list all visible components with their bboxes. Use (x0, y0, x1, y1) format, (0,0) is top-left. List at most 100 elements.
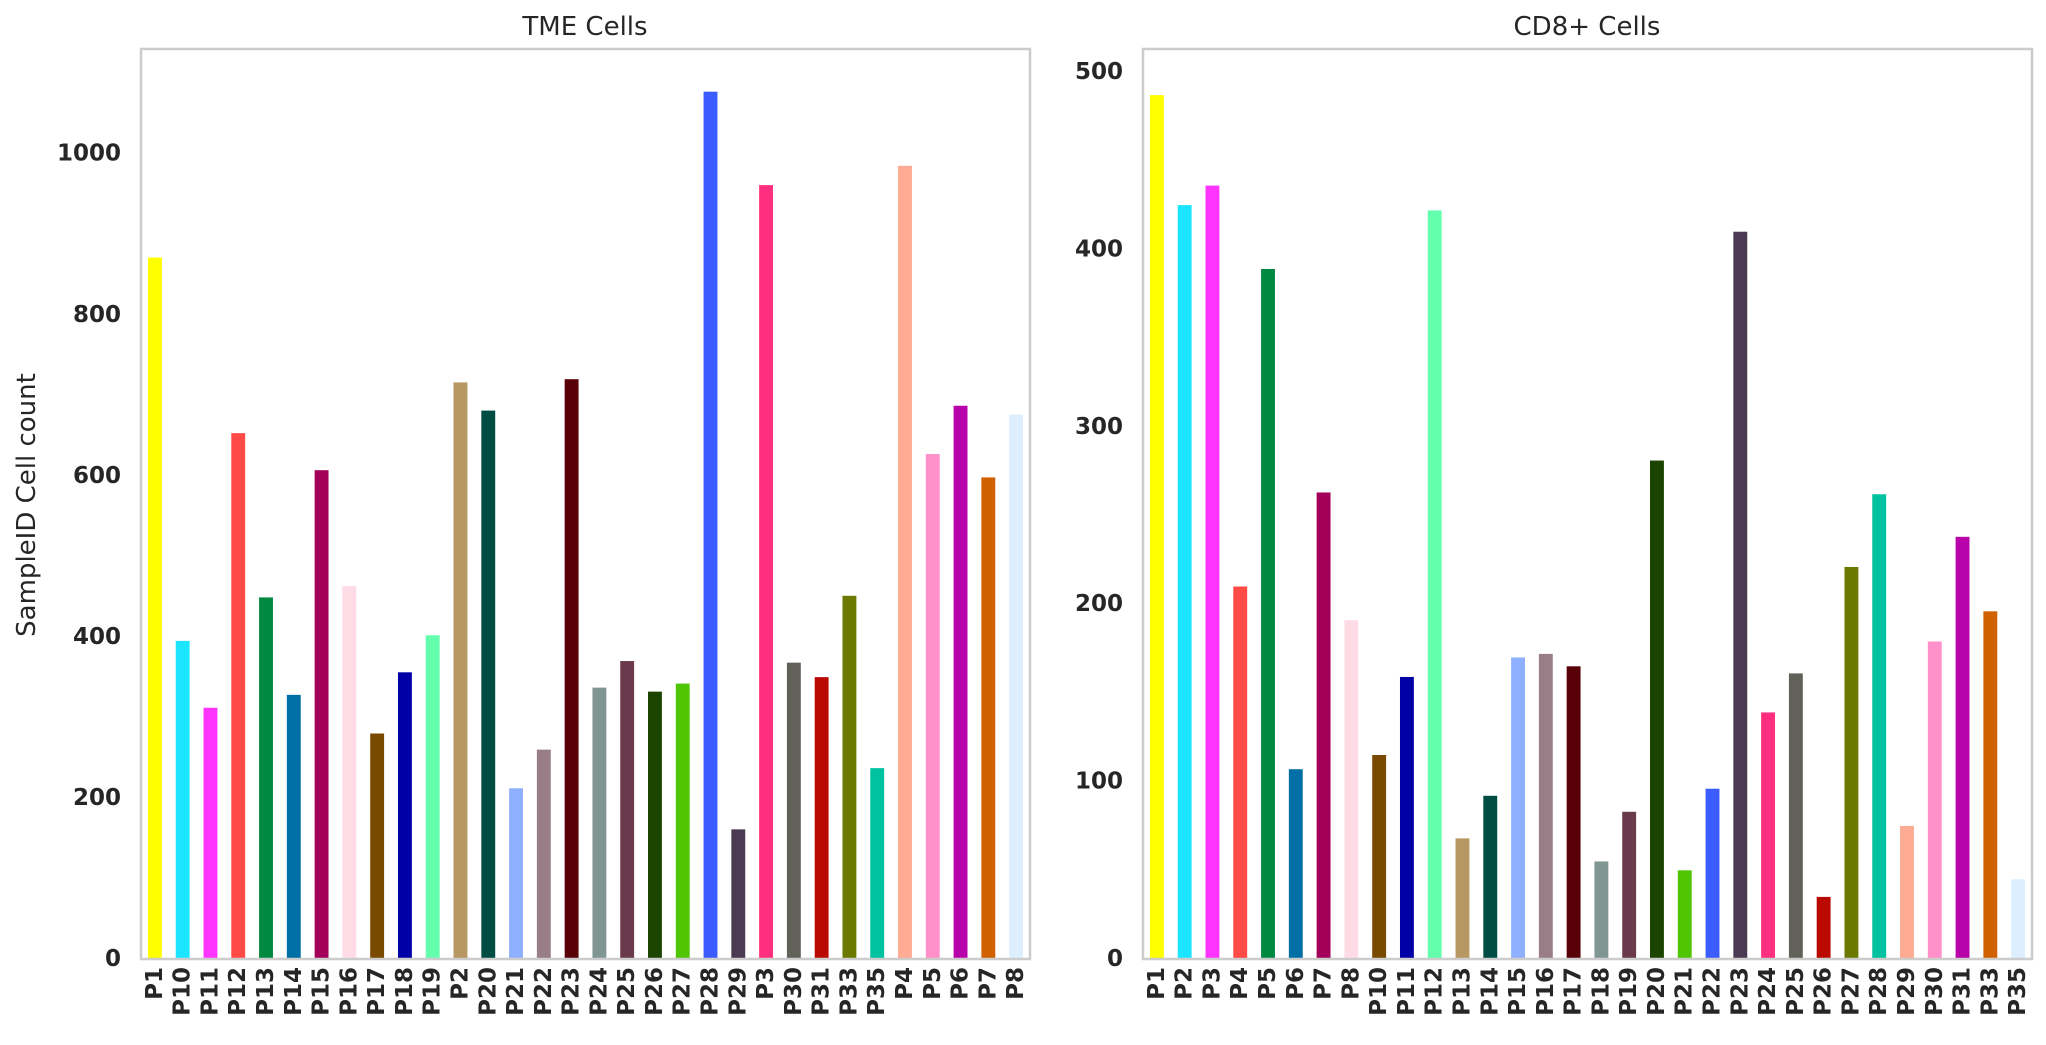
tme-cells-x-tick-label: P30 (781, 967, 807, 1016)
tme-cells-bar-p6 (953, 405, 968, 959)
tme-cells-y-tick-label: 1000 (57, 141, 121, 167)
cd8-cells-bar-p13 (1455, 838, 1470, 959)
cd8-cells-y-tick-label: 100 (1075, 769, 1123, 795)
tme-cells-bar-p15 (314, 470, 329, 959)
cd8-cells-bar-p35 (2011, 879, 2026, 959)
cd8-cells-y-tick-label: 300 (1075, 414, 1123, 440)
tme-cells-x-tick-label: P3 (753, 967, 779, 1000)
cd8-cells-x-tick-label: P12 (1422, 967, 1448, 1016)
tme-cells-bar-p12 (231, 433, 246, 959)
tme-cells-x-tick-label: P1 (142, 967, 168, 1000)
cd8-cells-x-tick-label: P10 (1366, 967, 1392, 1016)
cd8-cells-bar-p30 (1927, 641, 1942, 959)
cd8-cells-bar-p5 (1261, 268, 1275, 960)
cd8-cells-bar-p33 (1983, 611, 1998, 959)
tme-cells-x-tick-label: P20 (475, 967, 501, 1016)
tme-cells-x-ticks: P1 P10 P11 P12 P13 P14 P15 P16 P17 P18 P19 P2 P20 P21… (142, 967, 1029, 1016)
cd8-cells-y-tick-label: 200 (1075, 591, 1123, 617)
tme-cells-bar-p27 (675, 683, 690, 959)
cd8-cells-x-tick-label: P16 (1533, 967, 1559, 1016)
tme-cells-x-tick-label: P29 (725, 967, 751, 1016)
tme-cells-bar-p3 (759, 185, 774, 960)
tme-cells-bar-p8 (1009, 414, 1024, 959)
cd8-cells-bar-p3 (1205, 185, 1220, 960)
tme-cells-x-tick-label: P21 (503, 967, 529, 1016)
cd8-cells-x-tick-label: P4 (1227, 967, 1253, 1000)
cd8-cells-x-tick-label: P8 (1338, 967, 1364, 1000)
tme-cells-y-tick-label: 400 (73, 624, 121, 650)
tme-cells-x-tick-label: P27 (670, 967, 696, 1016)
tme-cells-bar-p1 (147, 257, 162, 960)
cd8-cells-y-tick-label: 0 (1107, 946, 1123, 972)
tme-cells-y-axis-label: SampleID Cell count (12, 373, 42, 637)
tme-cells-bar-p10 (175, 640, 190, 959)
cd8-cells-bar-p11 (1399, 676, 1414, 959)
tme-cells-x-tick-label: P18 (392, 967, 418, 1016)
tme-cells-bar-p18 (397, 672, 412, 959)
tme-cells-plot-frame (139, 47, 1032, 961)
tme-cells-bar-p11 (203, 707, 218, 959)
cd8-cells-bar-p26 (1816, 896, 1831, 959)
tme-cells-x-tick-label: P23 (559, 967, 585, 1016)
tme-cells-x-tick-label: P24 (586, 967, 612, 1016)
cd8-cells-x-tick-label: P6 (1283, 967, 1309, 1000)
cd8-cells-bar-p25 (1788, 673, 1803, 959)
cd8-cells-bar-p10 (1372, 755, 1387, 959)
cd8-cells-x-tick-label: P18 (1588, 967, 1614, 1016)
cd8-cells-bar-p29 (1900, 825, 1914, 959)
cd8-cells-bar-p12 (1427, 210, 1442, 960)
cd8-cells-bar-p23 (1733, 231, 1748, 959)
cd8-cells-bar-p20 (1650, 460, 1664, 959)
cd8-cells-x-tick-label: P11 (1394, 967, 1420, 1016)
cd8-cells-x-tick-label: P35 (2005, 967, 2031, 1016)
cd8-cells-x-tick-label: P27 (1838, 967, 1864, 1016)
tme-cells-bar-p28 (703, 91, 718, 960)
cd8-cells-x-tick-label: P3 (1199, 967, 1225, 1000)
tme-cells-x-tick-label: P26 (642, 967, 668, 1016)
tme-cells-x-tick-label: P19 (420, 967, 446, 1016)
cd8-cells-x-tick-label: P28 (1866, 967, 1892, 1016)
tme-cells-bar-p23 (564, 379, 579, 959)
tme-cells-bar-p14 (286, 694, 301, 959)
cd8-cells-x-tick-label: P13 (1449, 967, 1475, 1016)
cd8-cells-bar-p21 (1677, 870, 1692, 959)
tme-cells-x-tick-label: P35 (864, 967, 890, 1016)
cd8-cells-bar-p16 (1538, 653, 1553, 959)
cd8-cells-bar-p8 (1344, 620, 1359, 959)
tme-cells-bars (147, 91, 1024, 960)
tme-cells-x-tick-label: P28 (698, 967, 724, 1016)
cd8-cells-x-tick-label: P30 (1922, 967, 1948, 1016)
tme-cells-bar-p16 (342, 586, 357, 959)
cd8-cells-bars (1149, 95, 2026, 960)
cd8-cells-x-tick-label: P22 (1700, 967, 1726, 1016)
tme-cells-bar-p4 (898, 165, 912, 959)
cd8-cells-bar-p18 (1594, 861, 1609, 959)
cd8-cells-bar-p14 (1483, 795, 1498, 959)
cd8-cells-x-tick-label: P5 (1255, 967, 1281, 1000)
cd8-cells-bar-p15 (1511, 657, 1525, 959)
tme-cells-panel: TME Cells SampleID Cell count 0 200 400 600… (12, 12, 1032, 1016)
tme-cells-x-tick-label: P25 (614, 967, 640, 1016)
cd8-cells-x-tick-label: P1 (1144, 967, 1170, 1000)
cd8-cells-x-tick-label: P29 (1894, 967, 1920, 1016)
tme-cells-x-tick-label: P14 (281, 967, 307, 1016)
tme-cells-x-tick-label: P13 (253, 967, 279, 1016)
tme-cells-x-tick-label: P8 (1003, 967, 1029, 1000)
cd8-cells-x-tick-label: P15 (1505, 967, 1531, 1016)
tme-cells-y-tick-label: 800 (73, 302, 121, 328)
cd8-cells-bar-p31 (1955, 536, 1970, 959)
tme-cells-y-tick-label: 200 (73, 785, 121, 811)
tme-cells-bar-p26 (648, 691, 662, 959)
tme-cells-bar-p24 (592, 687, 607, 959)
cd8-cells-x-tick-label: P21 (1672, 967, 1698, 1016)
cd8-cells-x-tick-label: P7 (1311, 967, 1337, 1000)
cd8-cells-x-tick-label: P24 (1755, 967, 1781, 1016)
tme-cells-bar-p30 (786, 662, 801, 959)
tme-cells-bar-p2 (453, 382, 468, 959)
tme-cells-bar-p31 (814, 677, 829, 959)
cd8-cells-y-ticks: 0 100 200 300 400 500 (1075, 59, 1123, 972)
tme-cells-x-tick-label: P16 (336, 967, 362, 1016)
tme-cells-bar-p25 (620, 661, 635, 959)
tme-cells-y-ticks: 0 200 400 600 800 1000 (57, 141, 121, 972)
tme-cells-x-tick-label: P22 (531, 967, 557, 1016)
